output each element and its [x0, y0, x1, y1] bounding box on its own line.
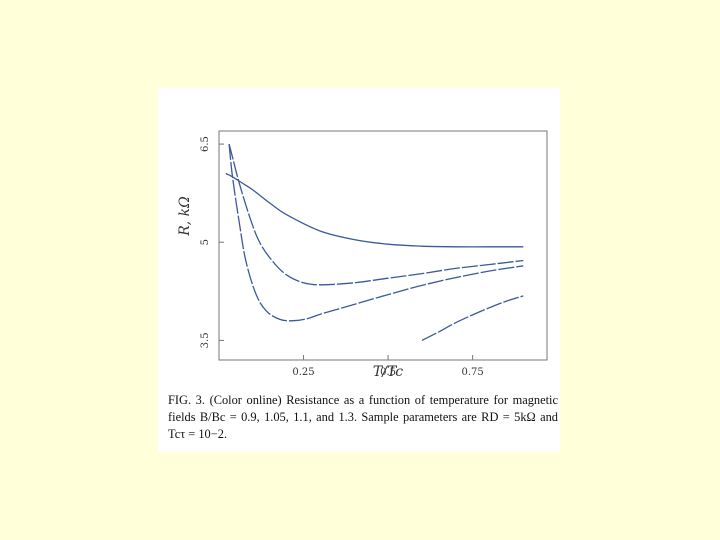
series-line-2: [228, 143, 524, 286]
y-tick-label: 5: [200, 239, 211, 245]
series-line-1: [225, 172, 524, 248]
y-axis-label: R, kΩ: [177, 196, 193, 237]
x-tick-label: 0.75: [461, 367, 483, 378]
figure-caption: FIG. 3. (Color online) Resistance as a f…: [168, 393, 558, 441]
series-line-4: [421, 295, 524, 341]
figure-card: 0.25 0.5 0.75 3.5 5 6.5 T/Tc R, kΩ FIG. 3. (C…: [158, 88, 560, 452]
y-tick-label: 6.5: [200, 136, 211, 152]
ticks: 0.25 0.5 0.75 3.5 5 6.5: [200, 136, 484, 378]
x-axis-label: T/Tc: [373, 364, 403, 380]
y-tick-label: 3.5: [200, 332, 211, 348]
series-line-3: [228, 144, 524, 322]
series-lines: [225, 143, 524, 341]
resistance-chart: 0.25 0.5 0.75 3.5 5 6.5 T/Tc R, kΩ: [177, 130, 548, 380]
plot-frame: [218, 130, 548, 361]
x-tick-label: 0.25: [292, 367, 314, 378]
x-tick-label: 0.5: [380, 367, 396, 378]
